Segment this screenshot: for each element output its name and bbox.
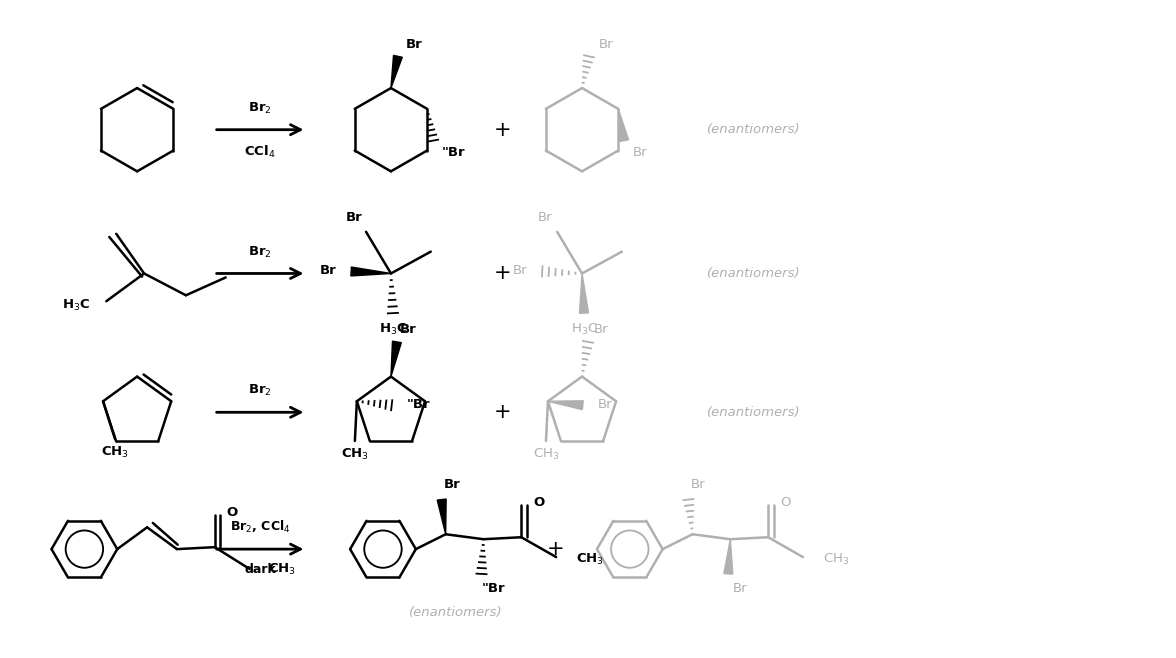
Text: Br: Br (594, 322, 608, 336)
Text: dark: dark (245, 563, 276, 576)
Text: +: + (494, 263, 512, 284)
Text: O: O (227, 506, 238, 519)
Text: Br: Br (597, 397, 613, 411)
Text: "Br: "Br (407, 397, 430, 411)
Polygon shape (390, 55, 402, 88)
Text: H$_3$C: H$_3$C (62, 297, 91, 313)
Text: Br: Br (346, 211, 362, 224)
Text: +: + (547, 539, 564, 559)
Text: Br$_2$: Br$_2$ (248, 245, 272, 260)
Text: Br$_2$, CCl$_4$: Br$_2$, CCl$_4$ (229, 519, 290, 535)
Polygon shape (437, 499, 446, 534)
Text: O: O (533, 496, 544, 509)
Text: CH$_3$: CH$_3$ (823, 551, 849, 567)
Text: +: + (494, 120, 512, 139)
Text: CH$_3$: CH$_3$ (533, 447, 560, 463)
Polygon shape (390, 341, 401, 376)
Text: CH$_3$: CH$_3$ (101, 445, 129, 461)
Text: Br: Br (320, 264, 336, 277)
Polygon shape (548, 401, 583, 410)
Text: Br: Br (691, 478, 706, 491)
Text: CCl$_4$: CCl$_4$ (245, 143, 276, 160)
Text: O: O (780, 496, 790, 509)
Text: "Br: "Br (442, 146, 466, 159)
Text: Br: Br (633, 146, 648, 159)
Text: "Br: "Br (482, 582, 506, 595)
Polygon shape (724, 539, 733, 574)
Text: CH$_3$: CH$_3$ (341, 447, 369, 463)
Text: Br: Br (406, 38, 422, 51)
Text: Br: Br (443, 478, 460, 491)
Polygon shape (350, 267, 390, 276)
Text: Br: Br (599, 38, 614, 51)
Text: Br: Br (513, 264, 527, 277)
Text: Br$_2$: Br$_2$ (248, 101, 272, 116)
Polygon shape (619, 109, 629, 141)
Text: H$_3$C: H$_3$C (379, 322, 407, 336)
Polygon shape (580, 274, 588, 313)
Text: CH$_3$: CH$_3$ (576, 551, 604, 567)
Text: CH$_3$: CH$_3$ (267, 563, 295, 578)
Text: +: + (494, 402, 512, 422)
Text: (enantiomers): (enantiomers) (708, 406, 801, 418)
Text: Br: Br (733, 582, 748, 595)
Text: Br: Br (537, 211, 553, 224)
Text: (enantiomers): (enantiomers) (708, 123, 801, 136)
Text: (enantiomers): (enantiomers) (409, 606, 502, 619)
Text: (enantiomers): (enantiomers) (708, 267, 801, 280)
Text: Br$_2$: Br$_2$ (248, 384, 272, 398)
Text: H$_3$C: H$_3$C (570, 322, 597, 336)
Text: Br: Br (400, 322, 416, 336)
